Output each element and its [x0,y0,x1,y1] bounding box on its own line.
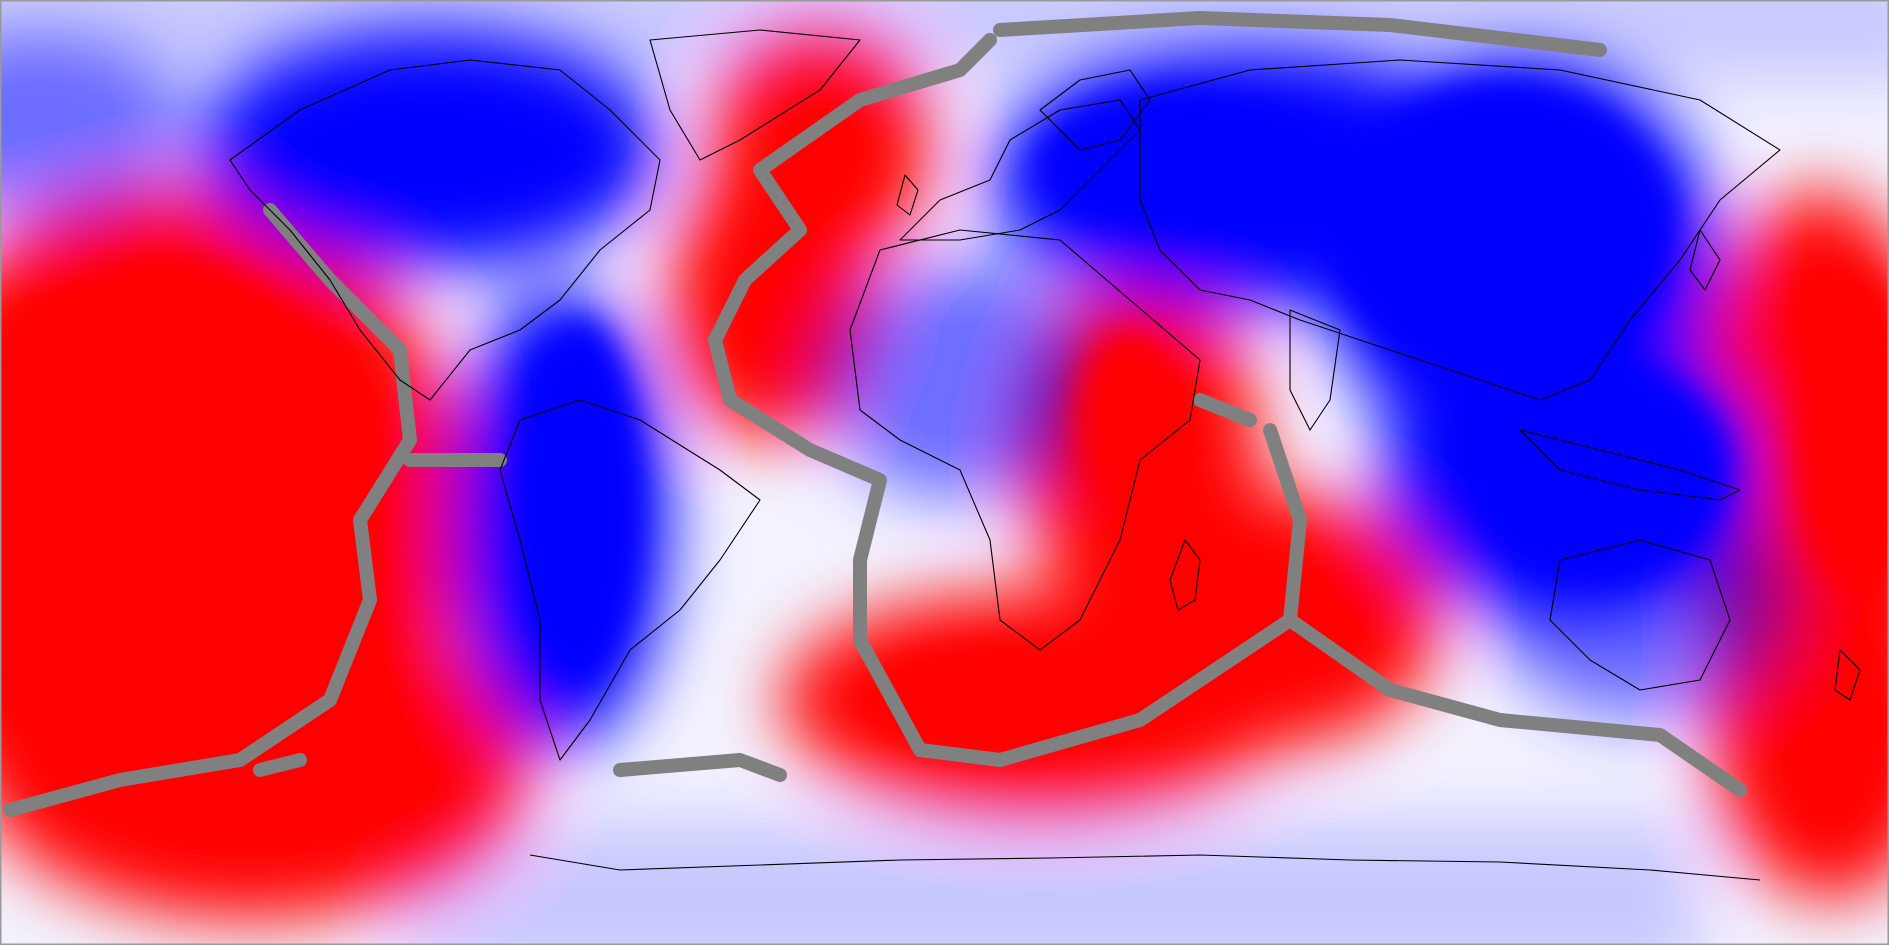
coastlines [229,29,1861,881]
coast-greenland [649,29,861,161]
asia-core [1330,80,1670,380]
north-america-negative [200,30,660,270]
antarctic-light-blue [400,820,1700,945]
coast-antarctica [529,854,1761,881]
south-america-core [520,320,640,680]
east-pacific-core [1795,270,1889,590]
coast-india [1289,309,1341,431]
east-africa-core [1075,330,1185,510]
coast-madagascar [1169,539,1201,611]
reykjanes-ridge [853,33,997,107]
southwest-indian-ridge [993,613,1297,767]
coast-south-america [499,399,761,761]
pacific-core [0,260,380,780]
coast-africa [849,229,1201,651]
north-pacific-negative [0,40,190,220]
southeast-indian-ridge [1283,613,1747,797]
plate-boundaries [3,11,1747,817]
carlsberg-ridge [1193,393,1257,427]
coast-new-zealand [1834,649,1861,701]
arctic-ridge [993,11,1607,57]
maritime-core [1470,360,1730,580]
mid-atlantic-ridge [708,93,1007,767]
west-africa-negative [820,260,1100,500]
coast-australia [1549,539,1731,691]
coast-north-america [229,59,661,401]
central-indian-ridge [1263,423,1307,627]
indian-ocean-positive [1080,490,1440,750]
coast-uk [896,174,919,216]
siberia-core [1040,90,1320,230]
pacific-antarctic-ridge [3,693,337,817]
south-atlantic-core [870,645,1130,755]
chile-rise [253,753,307,777]
scotia-arc [613,753,787,782]
coast-japan [1689,229,1721,291]
coast-indonesia [1519,429,1741,501]
coast-scandinavia [1039,69,1151,151]
coast-europe [899,99,1141,241]
coast-asia [1139,59,1781,401]
